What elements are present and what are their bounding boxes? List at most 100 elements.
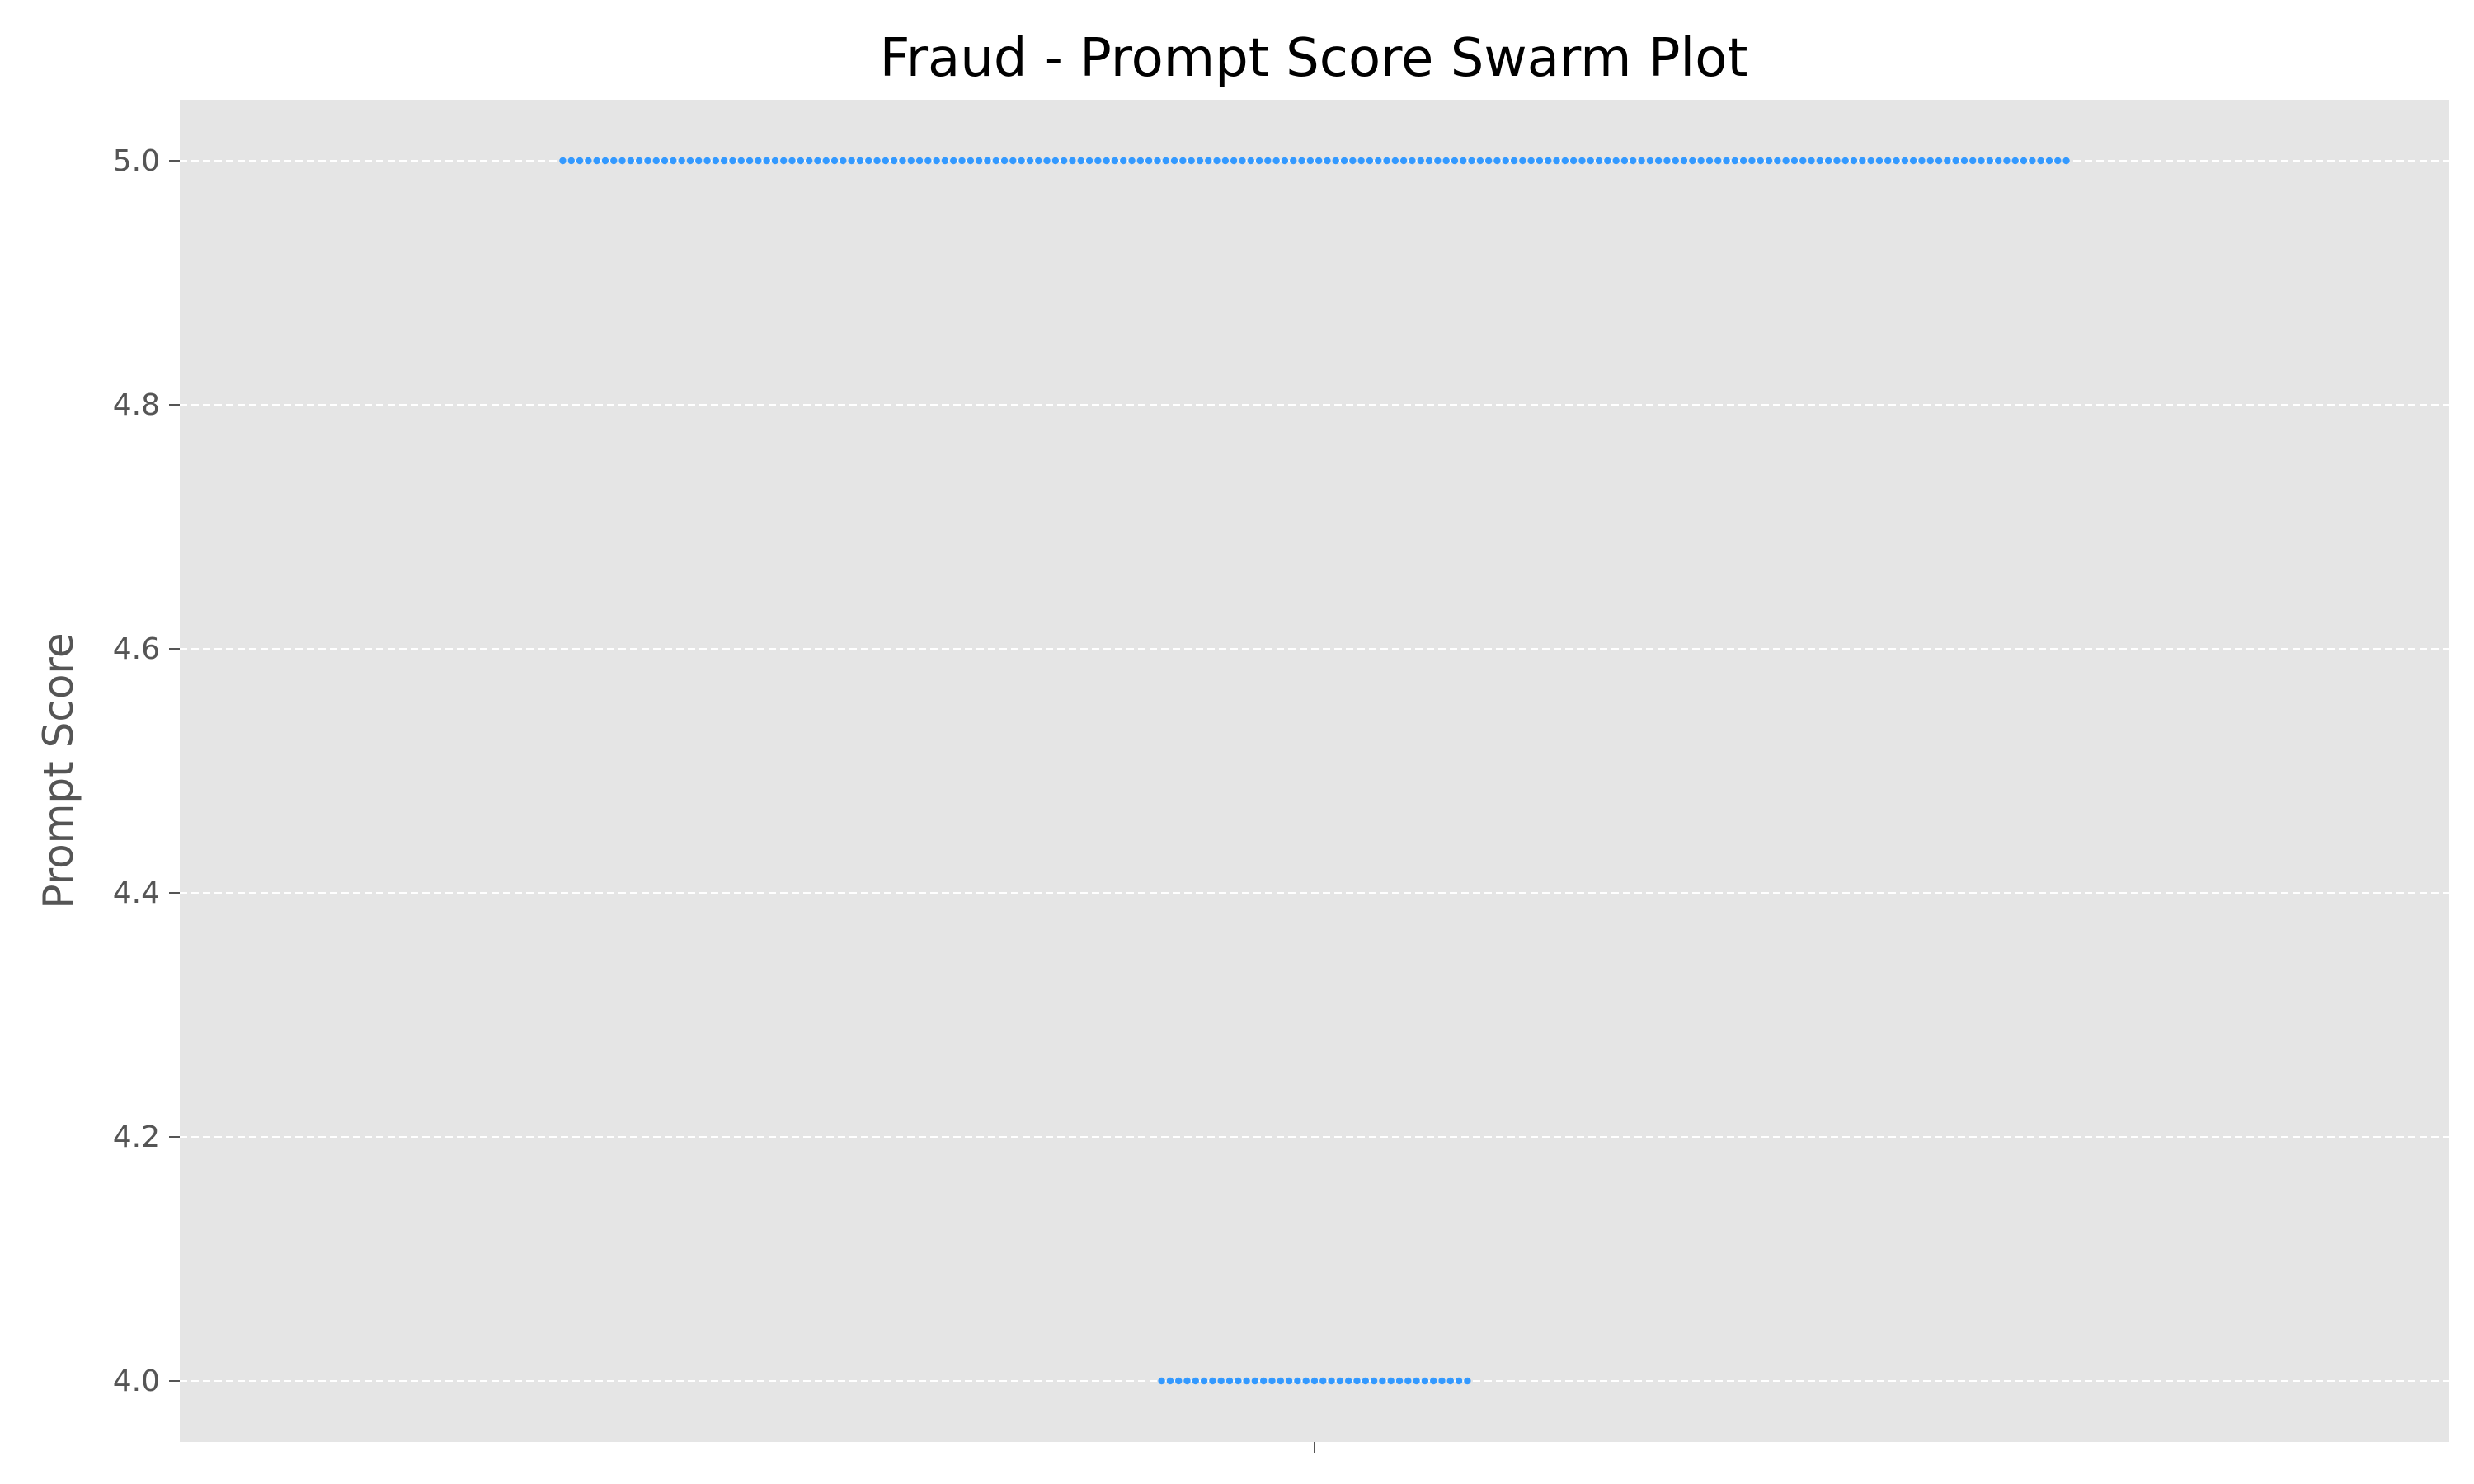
- swarm-point: [1268, 1377, 1276, 1385]
- swarm-point: [1646, 157, 1654, 165]
- swarm-point: [1901, 157, 1909, 165]
- swarm-point: [1561, 157, 1569, 165]
- swarm-point: [576, 157, 584, 165]
- swarm-point: [1430, 1377, 1437, 1385]
- swarm-point: [1841, 157, 1849, 165]
- swarm-point: [1620, 157, 1629, 165]
- swarm-point: [856, 157, 864, 165]
- swarm-point: [975, 157, 983, 165]
- swarm-point: [1867, 157, 1874, 165]
- swarm-point: [1315, 157, 1323, 165]
- swarm-point: [1808, 157, 1815, 165]
- swarm-point: [1085, 157, 1094, 165]
- swarm-point: [1714, 157, 1722, 165]
- swarm-point: [703, 157, 711, 165]
- swarm-point: [1782, 157, 1790, 165]
- swarm-point: [644, 157, 651, 165]
- swarm-point: [848, 157, 855, 165]
- swarm-point: [2029, 157, 2036, 165]
- swarm-point: [1043, 157, 1051, 165]
- swarm-point: [1638, 157, 1645, 165]
- swarm-point: [1145, 157, 1153, 165]
- swarm-point: [1277, 1377, 1285, 1385]
- swarm-point: [992, 157, 999, 165]
- swarm-point: [1128, 157, 1136, 165]
- swarm-point: [1310, 1377, 1319, 1385]
- swarm-point: [780, 157, 788, 165]
- swarm-point: [601, 157, 609, 165]
- swarm-point: [1460, 157, 1467, 165]
- swarm-point: [1136, 157, 1145, 165]
- swarm-point: [1340, 157, 1348, 165]
- swarm-point: [1239, 157, 1246, 165]
- plot-area: [180, 100, 2449, 1442]
- swarm-point: [1357, 157, 1365, 165]
- swarm-point: [1748, 157, 1756, 165]
- swarm-point: [1468, 157, 1475, 165]
- swarm-point: [1051, 157, 1060, 165]
- swarm-point: [1183, 1377, 1191, 1385]
- swarm-point: [567, 157, 575, 165]
- swarm-point: [814, 157, 821, 165]
- swarm-point: [1170, 157, 1178, 165]
- y-tick-label: 5.0: [113, 144, 160, 178]
- swarm-point: [840, 157, 847, 165]
- swarm-point: [915, 157, 924, 165]
- swarm-point: [1200, 1377, 1208, 1385]
- swarm-point: [2045, 157, 2053, 165]
- swarm-point: [1909, 157, 1917, 165]
- swarm-point: [1604, 157, 1611, 165]
- swarm-point: [1060, 157, 1068, 165]
- swarm-point: [1103, 157, 1110, 165]
- swarm-point: [1196, 157, 1204, 165]
- swarm-point: [1510, 157, 1518, 165]
- swarm-point: [1451, 157, 1459, 165]
- swarm-point: [1875, 157, 1884, 165]
- y-axis-ticks: 4.0 4.2 4.4 4.6 4.8 5.0: [113, 144, 180, 1398]
- swarm-point: [933, 157, 940, 165]
- swarm-point: [1235, 1377, 1242, 1385]
- swarm-point: [1663, 157, 1671, 165]
- swarm-point: [1790, 157, 1799, 165]
- swarm-point: [1612, 157, 1620, 165]
- swarm-point: [1158, 1377, 1165, 1385]
- swarm-point: [1654, 157, 1663, 165]
- swarm-point: [1723, 157, 1730, 165]
- swarm-point: [1255, 157, 1263, 165]
- swarm-point: [1319, 1377, 1327, 1385]
- swarm-point: [1192, 1377, 1200, 1385]
- swarm-point: [924, 157, 932, 165]
- swarm-point: [686, 157, 694, 165]
- swarm-point: [1290, 157, 1297, 165]
- swarm-point: [1978, 157, 1985, 165]
- swarm-point: [1379, 1377, 1386, 1385]
- swarm-point: [1162, 157, 1169, 165]
- swarm-point: [1952, 157, 1959, 165]
- swarm-point: [771, 157, 779, 165]
- swarm-point: [712, 157, 720, 165]
- swarm-point: [763, 157, 770, 165]
- swarm-point: [1455, 1377, 1463, 1385]
- swarm-point: [788, 157, 796, 165]
- y-tick-label: 4.8: [113, 388, 160, 422]
- swarm-point: [1324, 157, 1331, 165]
- swarm-point: [1859, 157, 1866, 165]
- swarm-point: [1264, 157, 1272, 165]
- swarm-point: [610, 157, 618, 165]
- swarm-point: [1285, 1377, 1293, 1385]
- swarm-point: [1362, 1377, 1370, 1385]
- y-tick-label: 4.6: [113, 632, 160, 666]
- swarm-point: [678, 157, 685, 165]
- swarm-point: [1578, 157, 1586, 165]
- swarm-point: [2003, 157, 2011, 165]
- swarm-point: [1680, 157, 1688, 165]
- swarm-point: [1434, 157, 1442, 165]
- swarm-point: [2062, 157, 2070, 165]
- swarm-point: [1519, 157, 1526, 165]
- swarm-point: [1731, 157, 1739, 165]
- swarm-point: [1944, 157, 1951, 165]
- swarm-point: [1569, 157, 1578, 165]
- swarm-point: [1175, 1377, 1183, 1385]
- swarm-point: [1366, 157, 1374, 165]
- swarm-point: [1994, 157, 2002, 165]
